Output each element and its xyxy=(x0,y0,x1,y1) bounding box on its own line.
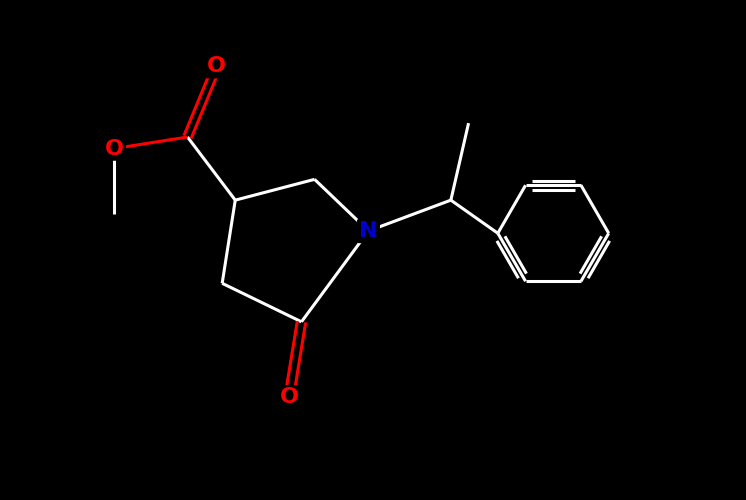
Text: O: O xyxy=(207,56,226,76)
Text: O: O xyxy=(105,138,124,158)
Text: O: O xyxy=(280,388,298,407)
Text: N: N xyxy=(360,221,377,241)
